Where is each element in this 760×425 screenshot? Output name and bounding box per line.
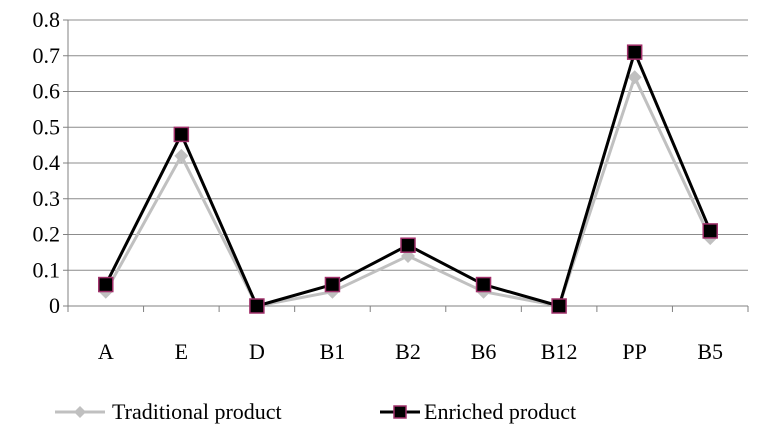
data-point-square bbox=[551, 298, 567, 314]
y-tick-label: 0.1 bbox=[33, 257, 61, 282]
y-tick-labels: 0 0.1 0.2 0.3 0.4 0.5 0.6 0.7 0.8 bbox=[33, 7, 68, 318]
gridlines bbox=[68, 19, 748, 271]
y-tick-label: 0.4 bbox=[33, 150, 61, 175]
data-point-square bbox=[173, 126, 190, 143]
legend-label-enriched: Enriched product bbox=[424, 399, 576, 424]
y-tick-label: 0.8 bbox=[33, 7, 61, 32]
data-point-diamond bbox=[174, 148, 189, 163]
legend-square-marker bbox=[393, 405, 407, 419]
data-point-square bbox=[249, 298, 265, 314]
y-tick-label: 0.3 bbox=[33, 186, 61, 211]
data-point-square bbox=[98, 276, 114, 293]
y-tick-label: 0.6 bbox=[33, 79, 61, 104]
y-tick-label: 0 bbox=[49, 293, 60, 318]
y-tick-label: 0.2 bbox=[33, 222, 61, 247]
legend-label-traditional: Traditional product bbox=[112, 399, 282, 424]
legend: Traditional product Enriched product bbox=[55, 399, 576, 424]
series-line bbox=[104, 75, 712, 308]
x-tick-label: B2 bbox=[395, 339, 421, 364]
x-tick-label: E bbox=[175, 339, 188, 364]
legend-item-traditional: Traditional product bbox=[55, 399, 282, 424]
x-tick-labels: A E D B1 B2 B6 B12 PP B5 bbox=[67, 306, 749, 364]
data-point-diamond bbox=[627, 70, 642, 85]
data-point-square bbox=[702, 223, 718, 239]
data-point-square bbox=[324, 276, 341, 293]
data-point-square bbox=[400, 237, 416, 253]
series-traditional bbox=[98, 70, 718, 313]
x-tick-label: D bbox=[249, 339, 265, 364]
y-tick-label: 0.7 bbox=[33, 43, 61, 68]
x-tick-label: B5 bbox=[697, 339, 723, 364]
series-layer bbox=[98, 44, 718, 314]
x-tick-label: B6 bbox=[471, 339, 497, 364]
legend-diamond-marker bbox=[74, 406, 86, 418]
x-tick-label: B1 bbox=[320, 339, 346, 364]
data-point-square bbox=[626, 44, 643, 60]
x-tick-label: PP bbox=[622, 339, 646, 364]
series-enriched bbox=[98, 44, 718, 314]
x-tick-label: B12 bbox=[541, 339, 578, 364]
y-tick-label: 0.5 bbox=[33, 114, 61, 139]
x-tick-label: A bbox=[98, 339, 114, 364]
series-line bbox=[104, 50, 712, 308]
legend-item-enriched: Enriched product bbox=[380, 399, 576, 424]
data-point-square bbox=[475, 276, 492, 293]
